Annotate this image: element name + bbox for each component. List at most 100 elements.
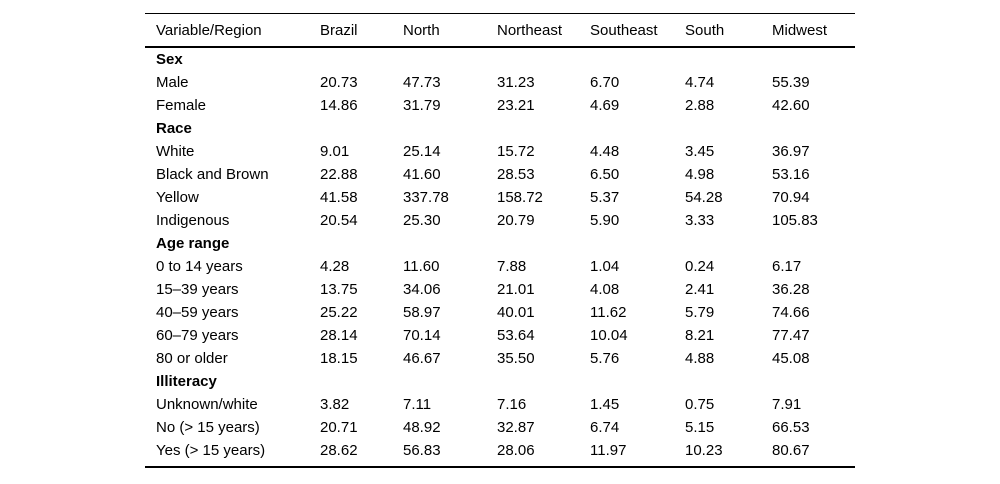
cell-value: 66.53	[772, 419, 810, 436]
cell-value: 0.75	[685, 396, 715, 413]
cell-value: 35.50	[497, 350, 535, 367]
row-label: Yes (> 15 years)	[156, 442, 266, 459]
cell-value: 77.47	[772, 327, 810, 344]
statistics-table: Variable/Region Brazil North Northeast S…	[145, 14, 855, 462]
section-header: Race	[156, 120, 192, 137]
column-header-southeast: Southeast	[590, 14, 685, 48]
cell-value: 20.71	[320, 419, 358, 436]
cell-value: 0.24	[685, 258, 715, 275]
row-label: Black and Brown	[156, 166, 269, 183]
cell-value: 6.17	[772, 258, 802, 275]
table-row: 0 to 14 years 4.28 11.60 7.88 1.04 0.24 6.17	[145, 255, 855, 278]
cell-value: 20.54	[320, 212, 358, 229]
cell-value: 4.98	[685, 166, 715, 183]
section-header: Age range	[156, 235, 230, 252]
row-label: 40–59 years	[156, 304, 239, 321]
cell-value: 23.21	[497, 97, 535, 114]
row-label: 60–79 years	[156, 327, 239, 344]
cell-value: 53.16	[772, 166, 810, 183]
column-header-north: North	[403, 14, 497, 48]
cell-value: 11.97	[590, 442, 627, 459]
cell-value: 45.08	[772, 350, 810, 367]
table-header: Variable/Region Brazil North Northeast S…	[145, 14, 855, 48]
cell-value: 58.97	[403, 304, 441, 321]
cell-value: 36.28	[772, 281, 810, 298]
cell-value: 55.39	[772, 74, 810, 91]
cell-value: 11.62	[590, 304, 627, 321]
cell-value: 10.23	[685, 442, 723, 459]
cell-value: 3.82	[320, 396, 350, 413]
table-row: Female 14.86 31.79 23.21 4.69 2.88 42.60	[145, 94, 855, 117]
section-header: Sex	[156, 51, 183, 68]
cell-value: 4.74	[685, 74, 715, 91]
cell-value: 56.83	[403, 442, 441, 459]
column-header-midwest: Midwest	[772, 14, 855, 48]
cell-value: 9.01	[320, 143, 350, 160]
table-row: 15–39 years 13.75 34.06 21.01 4.08 2.41 36.28	[145, 278, 855, 301]
cell-value: 31.79	[403, 97, 441, 114]
cell-value: 40.01	[497, 304, 535, 321]
table-row: 60–79 years 28.14 70.14 53.64 10.04 8.21 77.47	[145, 324, 855, 347]
cell-value: 20.79	[497, 212, 535, 229]
cell-value: 105.83	[772, 212, 818, 229]
section-header-row: Age range	[145, 232, 855, 255]
cell-value: 3.33	[685, 212, 715, 229]
row-label: Indigenous	[156, 212, 230, 229]
table-row: No (> 15 years) 20.71 48.92 32.87 6.74 5.15 66…	[145, 416, 855, 439]
cell-value: 8.21	[685, 327, 715, 344]
cell-value: 21.01	[497, 281, 535, 298]
cell-value: 6.74	[590, 419, 620, 436]
cell-value: 41.58	[320, 189, 358, 206]
cell-value: 158.72	[497, 189, 543, 206]
table-row: Black and Brown 22.88 41.60 28.53 6.50 4.98 53…	[145, 163, 855, 186]
table-row: Indigenous 20.54 25.30 20.79 5.90 3.33 105.83	[145, 209, 855, 232]
cell-value: 337.78	[403, 189, 449, 206]
column-header-south: South	[685, 14, 772, 48]
row-label: White	[156, 143, 195, 160]
cell-value: 4.48	[590, 143, 620, 160]
cell-value: 25.14	[403, 143, 441, 160]
row-label: Male	[156, 74, 189, 91]
cell-value: 4.28	[320, 258, 350, 275]
section-header-row: Sex	[145, 47, 855, 71]
column-header-variable-region: Variable/Region	[145, 14, 320, 48]
cell-value: 4.08	[590, 281, 620, 298]
cell-value: 22.88	[320, 166, 358, 183]
cell-value: 14.86	[320, 97, 358, 114]
cell-value: 5.15	[685, 419, 715, 436]
table-row: Male 20.73 47.73 31.23 6.70 4.74 55.39	[145, 71, 855, 94]
cell-value: 13.75	[320, 281, 358, 298]
table-body: Sex Male 20.73 47.73 31.23 6.70 4.74 55.39 Femal…	[145, 47, 855, 462]
table-row: Yellow 41.58 337.78 158.72 5.37 54.28 70.94	[145, 186, 855, 209]
cell-value: 32.87	[497, 419, 535, 436]
cell-value: 7.91	[772, 396, 802, 413]
cell-value: 28.62	[320, 442, 358, 459]
cell-value: 7.11	[403, 396, 432, 413]
cell-value: 5.37	[590, 189, 620, 206]
cell-value: 5.76	[590, 350, 620, 367]
cell-value: 25.22	[320, 304, 358, 321]
row-label: No (> 15 years)	[156, 419, 260, 436]
cell-value: 4.88	[685, 350, 715, 367]
cell-value: 3.45	[685, 143, 715, 160]
section-header-row: Illiteracy	[145, 370, 855, 393]
data-table-container: Variable/Region Brazil North Northeast S…	[145, 13, 855, 468]
cell-value: 11.60	[403, 258, 440, 275]
table-row: Unknown/white 3.82 7.11 7.16 1.45 0.75 7.91	[145, 393, 855, 416]
cell-value: 1.04	[590, 258, 620, 275]
row-label: Female	[156, 97, 207, 114]
row-label: 15–39 years	[156, 281, 239, 298]
cell-value: 28.14	[320, 327, 358, 344]
row-label: 0 to 14 years	[156, 258, 243, 275]
cell-value: 5.79	[685, 304, 715, 321]
cell-value: 1.45	[590, 396, 620, 413]
cell-value: 18.15	[320, 350, 358, 367]
cell-value: 25.30	[403, 212, 441, 229]
cell-value: 6.50	[590, 166, 620, 183]
cell-value: 46.67	[403, 350, 441, 367]
table-row: 80 or older 18.15 46.67 35.50 5.76 4.88 45.08	[145, 347, 855, 370]
table-row: 40–59 years 25.22 58.97 40.01 11.62 5.79 74.66	[145, 301, 855, 324]
section-header: Illiteracy	[156, 373, 217, 390]
cell-value: 42.60	[772, 97, 810, 114]
cell-value: 41.60	[403, 166, 441, 183]
